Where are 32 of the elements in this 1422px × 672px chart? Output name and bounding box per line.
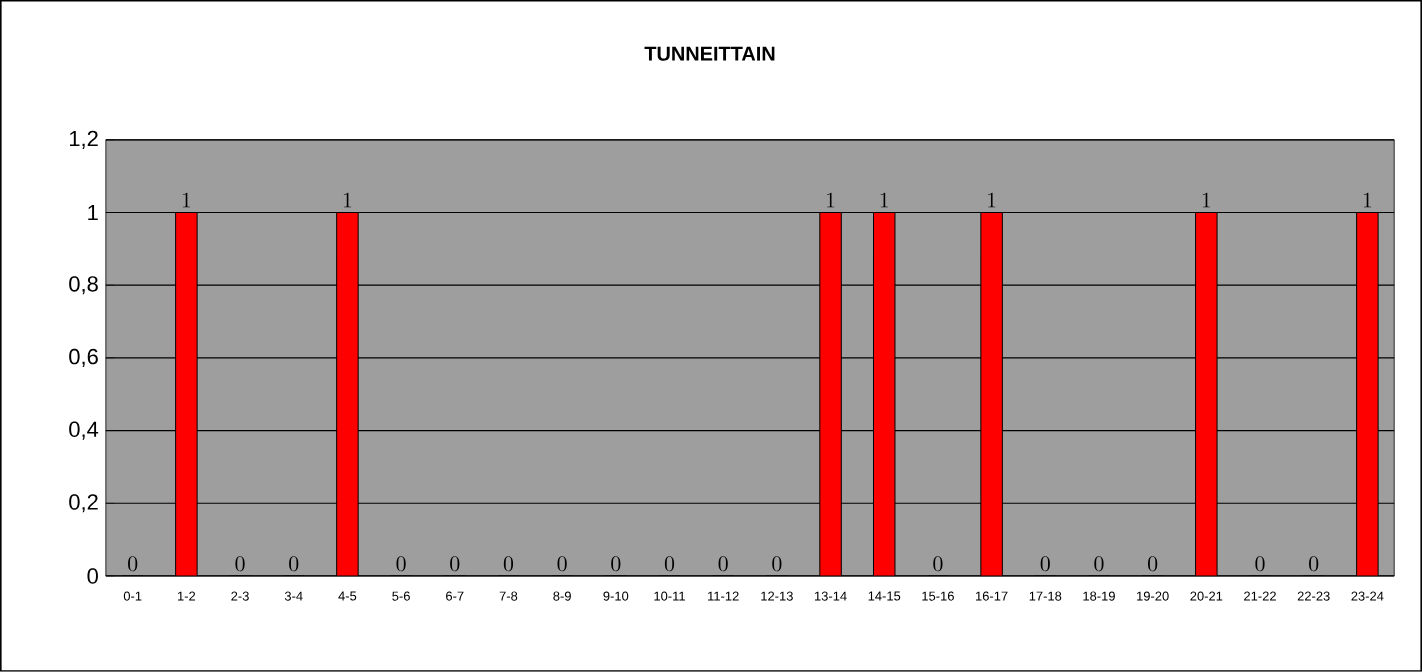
data-label: 0 [1309, 556, 1319, 572]
data-label: 1 [1363, 192, 1372, 208]
data-label: 1 [988, 192, 996, 208]
data-label: 1 [827, 192, 835, 208]
data-label: 0 [718, 556, 728, 572]
y-tick-label: 0 [87, 568, 98, 584]
data-label: 0 [289, 556, 299, 572]
y-tick-label: 0,8 [69, 276, 98, 295]
data-label: 1 [1202, 192, 1210, 208]
data-label: 0 [128, 556, 138, 572]
data-label: 0 [611, 556, 621, 572]
data-label: 0 [664, 556, 675, 572]
data-label: 1 [343, 192, 352, 208]
y-tick-label: 0,2 [69, 494, 98, 513]
data-label: 1 [182, 192, 191, 208]
data-label: 0 [557, 556, 567, 572]
y-tick-label: 1 [88, 205, 98, 221]
data-label: 0 [450, 556, 460, 572]
y-tick-label: 0,4 [69, 421, 99, 440]
data-label: 0 [933, 556, 943, 572]
chart-title: TUNNEITTAIN [644, 46, 775, 61]
data-label: 0 [396, 556, 406, 572]
data-label: 0 [235, 556, 245, 572]
data-label: 1 [880, 192, 888, 208]
data-label: 0 [1040, 556, 1050, 572]
y-tick-label: 0,6 [69, 348, 98, 368]
data-label: 0 [1094, 556, 1104, 572]
data-label: 0 [1148, 556, 1158, 572]
data-label: 0 [1255, 556, 1265, 572]
y-tick-label: 1,2 [69, 130, 98, 149]
data-label: 0 [772, 556, 782, 572]
data-label: 0 [503, 556, 514, 572]
